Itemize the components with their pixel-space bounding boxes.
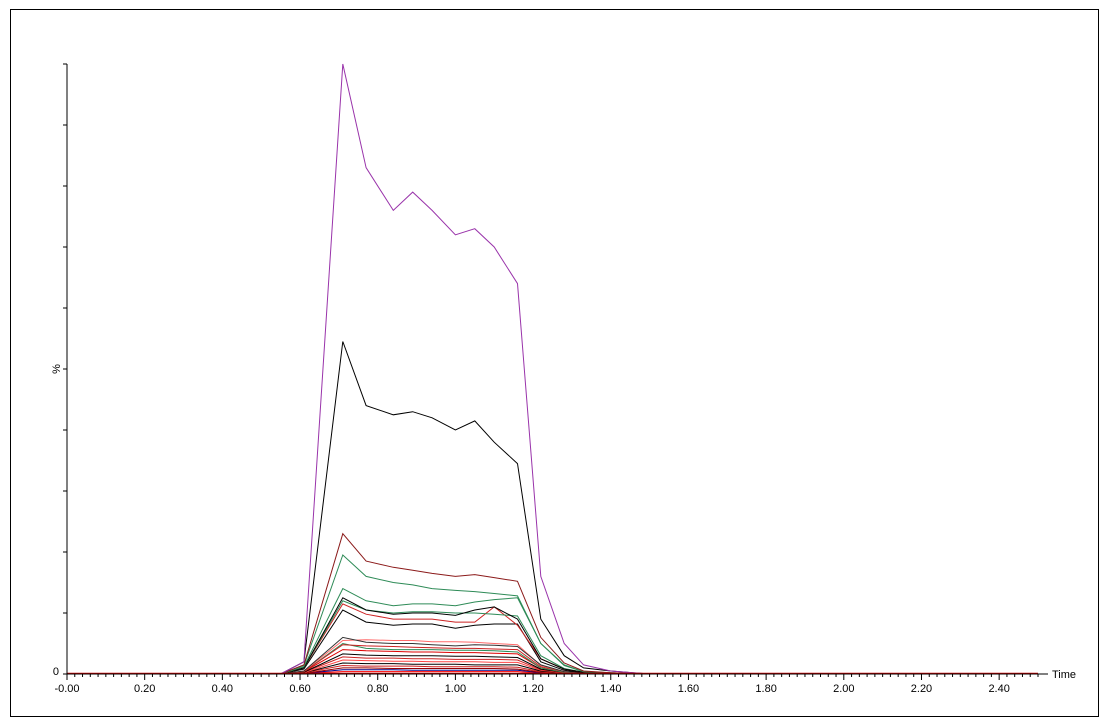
chart-frame (10, 9, 1099, 717)
x-tick-label: 1.00 (445, 683, 466, 695)
x-tick-label: 0.40 (212, 683, 233, 695)
series-line (67, 636, 1038, 675)
x-tick-label: 1.80 (755, 683, 776, 695)
series-group (67, 63, 1038, 675)
x-tick-label: -0.00 (54, 683, 79, 695)
x-tick-label: 2.00 (833, 683, 854, 695)
series-line (67, 656, 1038, 675)
x-tick-label: 0.60 (289, 683, 310, 695)
x-tick-label: 2.40 (988, 683, 1009, 695)
x-tick-label: 0.80 (367, 683, 388, 695)
y-tick-label: 0 (53, 666, 59, 678)
x-tick-label: 1.60 (678, 683, 699, 695)
series-line (67, 554, 1038, 675)
y-ticks: 0 (53, 63, 67, 678)
series-line (67, 587, 1038, 675)
series-line (67, 644, 1038, 675)
x-axis-title: Time (1052, 669, 1076, 681)
series-line (67, 639, 1038, 675)
axes-group: -0.00 0.20 0.40 0.60 0.80 1.00 1.20 1.40 1.60 1.8… (53, 63, 1048, 695)
x-tick-label: 2.20 (911, 683, 932, 695)
x-ticks: -0.00 0.20 0.40 0.60 0.80 1.00 1.20 1.40 1.60 1.8… (54, 674, 1039, 695)
x-tick-label: 1.20 (522, 683, 543, 695)
x-tick-label: 1.40 (600, 683, 621, 695)
series-line (67, 63, 1038, 675)
x-tick-label: 0.20 (134, 683, 155, 695)
series-line (67, 341, 1038, 675)
y-axis-title: % (51, 364, 63, 374)
series-line (67, 597, 1038, 675)
series-line (67, 532, 1038, 675)
